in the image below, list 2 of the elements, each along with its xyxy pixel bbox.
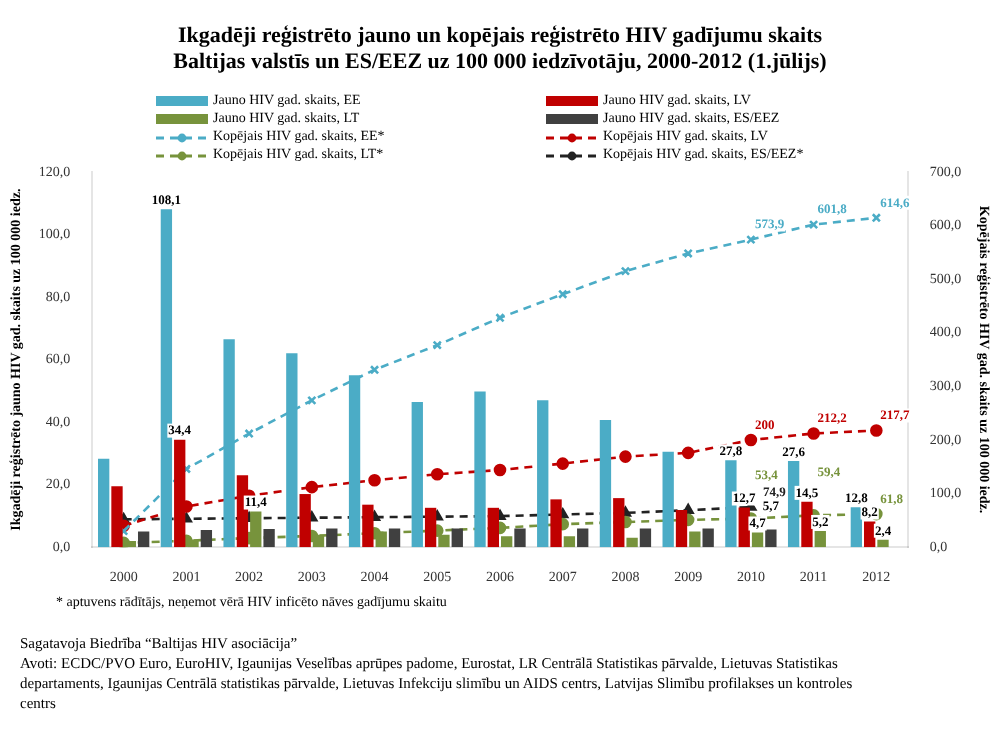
chart-subtitle: Baltijas valstīs un ES/EEZ uz 100 000 iedzīvotāju, 2000-2012 (1.jūlijs) <box>171 50 829 76</box>
chart-title: Ikgadēji reģistrēto jauno un kopējais reģistrēto HIV gadījumu skaits <box>175 24 825 50</box>
